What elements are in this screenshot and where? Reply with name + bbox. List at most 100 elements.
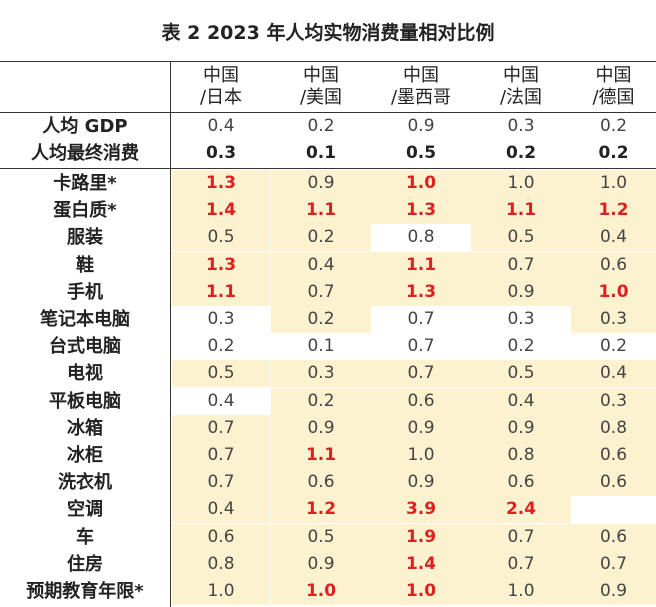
table-cell: 0.5 — [471, 224, 571, 251]
table-cell: 0.2 — [271, 224, 371, 251]
table-cell: 0.8 — [571, 415, 656, 442]
table-cell: 0.8 — [407, 227, 435, 247]
row-label: 鞋 — [76, 255, 94, 276]
table-cell: 1.3 — [172, 252, 270, 279]
table-cell: 0.2 — [599, 336, 628, 356]
table-top-rule — [0, 61, 656, 62]
table-cell: 0.6 — [471, 469, 571, 496]
table-cell: 1.9 — [371, 524, 471, 551]
table-cell: 0.8 — [471, 442, 571, 469]
table-cell: 0.9 — [371, 469, 471, 496]
table-cell: 1.1 — [172, 279, 270, 306]
table-cell: 0.8 — [172, 551, 270, 578]
column-header-line2: /日本 — [199, 87, 243, 108]
table-cell: 0.9 — [271, 170, 371, 197]
row-label: 蛋白质* — [53, 200, 117, 221]
table-cell: 2.4 — [471, 496, 571, 523]
table-cell: 0.6 — [571, 524, 656, 551]
row-label: 空调 — [67, 499, 103, 520]
column-header-line1: 中国 — [303, 65, 339, 86]
row-label: 冰箱 — [67, 418, 103, 439]
table-cell: 0.7 — [407, 309, 435, 329]
column-header-line1: 中国 — [503, 65, 539, 86]
table-cell: 0.5 — [172, 360, 270, 387]
table-cell: 0.2 — [598, 143, 629, 163]
table-cell: 1.0 — [172, 578, 270, 605]
table-cell: 0.6 — [571, 442, 656, 469]
column-header: 中国/美国 — [271, 62, 371, 112]
table-cell: 0.9 — [371, 415, 471, 442]
table-cell: 0.9 — [571, 578, 656, 605]
table-cell: 1.0 — [471, 170, 571, 197]
table-cell: 0.1 — [305, 143, 337, 163]
row-label: 卡路里* — [53, 173, 117, 194]
row-label: 电视 — [67, 363, 103, 384]
table-cell: 0.5 — [471, 360, 571, 387]
table-cell: 1.1 — [471, 197, 571, 224]
table-cell: 1.0 — [571, 279, 656, 306]
table-cell: 0.2 — [599, 116, 628, 136]
table-cell: 0.9 — [471, 279, 571, 306]
table-cell: 0.2 — [207, 336, 235, 356]
table-cell: 0.6 — [371, 388, 471, 415]
row-label: 平板电脑 — [49, 391, 121, 412]
table-cell: 1.2 — [271, 496, 371, 523]
table-cell: 0.2 — [271, 306, 371, 333]
column-header-line1: 中国 — [403, 65, 439, 86]
table-cell: 1.3 — [371, 197, 471, 224]
table-cell: 0.7 — [471, 524, 571, 551]
row-label: 人均最终消费 — [31, 143, 139, 164]
table-cell: 0.7 — [407, 336, 435, 356]
table-cell: 0.5 — [271, 524, 371, 551]
row-label: 洗衣机 — [58, 472, 112, 493]
table-cell: 0.3 — [507, 116, 535, 136]
table-cell: 3.9 — [371, 496, 471, 523]
table-cell: 0.4 — [207, 391, 235, 411]
summary-bottom-rule — [0, 168, 656, 169]
table-cell: 1.0 — [471, 578, 571, 605]
table-cell: 0.3 — [571, 306, 656, 333]
column-header-line2: /美国 — [299, 87, 343, 108]
table-cell: 0.6 — [571, 252, 656, 279]
column-header-line1: 中国 — [203, 65, 239, 86]
table-cell: 0.4 — [271, 252, 371, 279]
table-cell: 0.3 — [271, 360, 371, 387]
table-cell: 0.1 — [307, 336, 335, 356]
row-label: 住房 — [67, 554, 103, 575]
column-header: 中国/日本 — [172, 62, 270, 112]
table-cell: 0.6 — [271, 469, 371, 496]
table-cell: 0.9 — [471, 415, 571, 442]
table-cell: 0.7 — [471, 252, 571, 279]
row-label: 台式电脑 — [49, 336, 121, 357]
table-cell: 1.0 — [371, 578, 471, 605]
table-cell: 0.3 — [207, 309, 235, 329]
table-cell: 0.9 — [271, 551, 371, 578]
table-cell: 0.2 — [505, 143, 537, 163]
row-label: 服装 — [67, 227, 103, 248]
column-header: 中国/德国 — [571, 62, 656, 112]
table-cell: 1.1 — [271, 197, 371, 224]
table-cell: 0.7 — [571, 551, 656, 578]
table-cell: 1.4 — [172, 197, 270, 224]
row-label: 人均 GDP — [42, 116, 128, 137]
table-cell: 0.4 — [571, 360, 656, 387]
column-header-line2: /墨西哥 — [390, 87, 452, 108]
table-cell: 0.5 — [172, 224, 270, 251]
table-cell: 0.4 — [471, 388, 571, 415]
table-cell: 1.1 — [271, 442, 371, 469]
row-label: 预期教育年限* — [26, 581, 144, 602]
table-cell: 1.0 — [371, 442, 471, 469]
label-column-divider — [170, 61, 171, 607]
table-cell: 0.7 — [172, 442, 270, 469]
row-label: 笔记本电脑 — [40, 309, 130, 330]
table-cell: 1.1 — [371, 252, 471, 279]
table-cell: 0.4 — [571, 224, 656, 251]
table-cell: 0.4 — [207, 116, 235, 136]
row-label: 冰柜 — [67, 445, 103, 466]
column-header-line2: /德国 — [592, 87, 635, 108]
table-cell: 1.3 — [172, 170, 270, 197]
table-cell: 0.3 — [205, 143, 237, 163]
table-cell: 0.7 — [271, 279, 371, 306]
column-header-line1: 中国 — [595, 65, 632, 86]
column-header: 中国/法国 — [471, 62, 571, 112]
